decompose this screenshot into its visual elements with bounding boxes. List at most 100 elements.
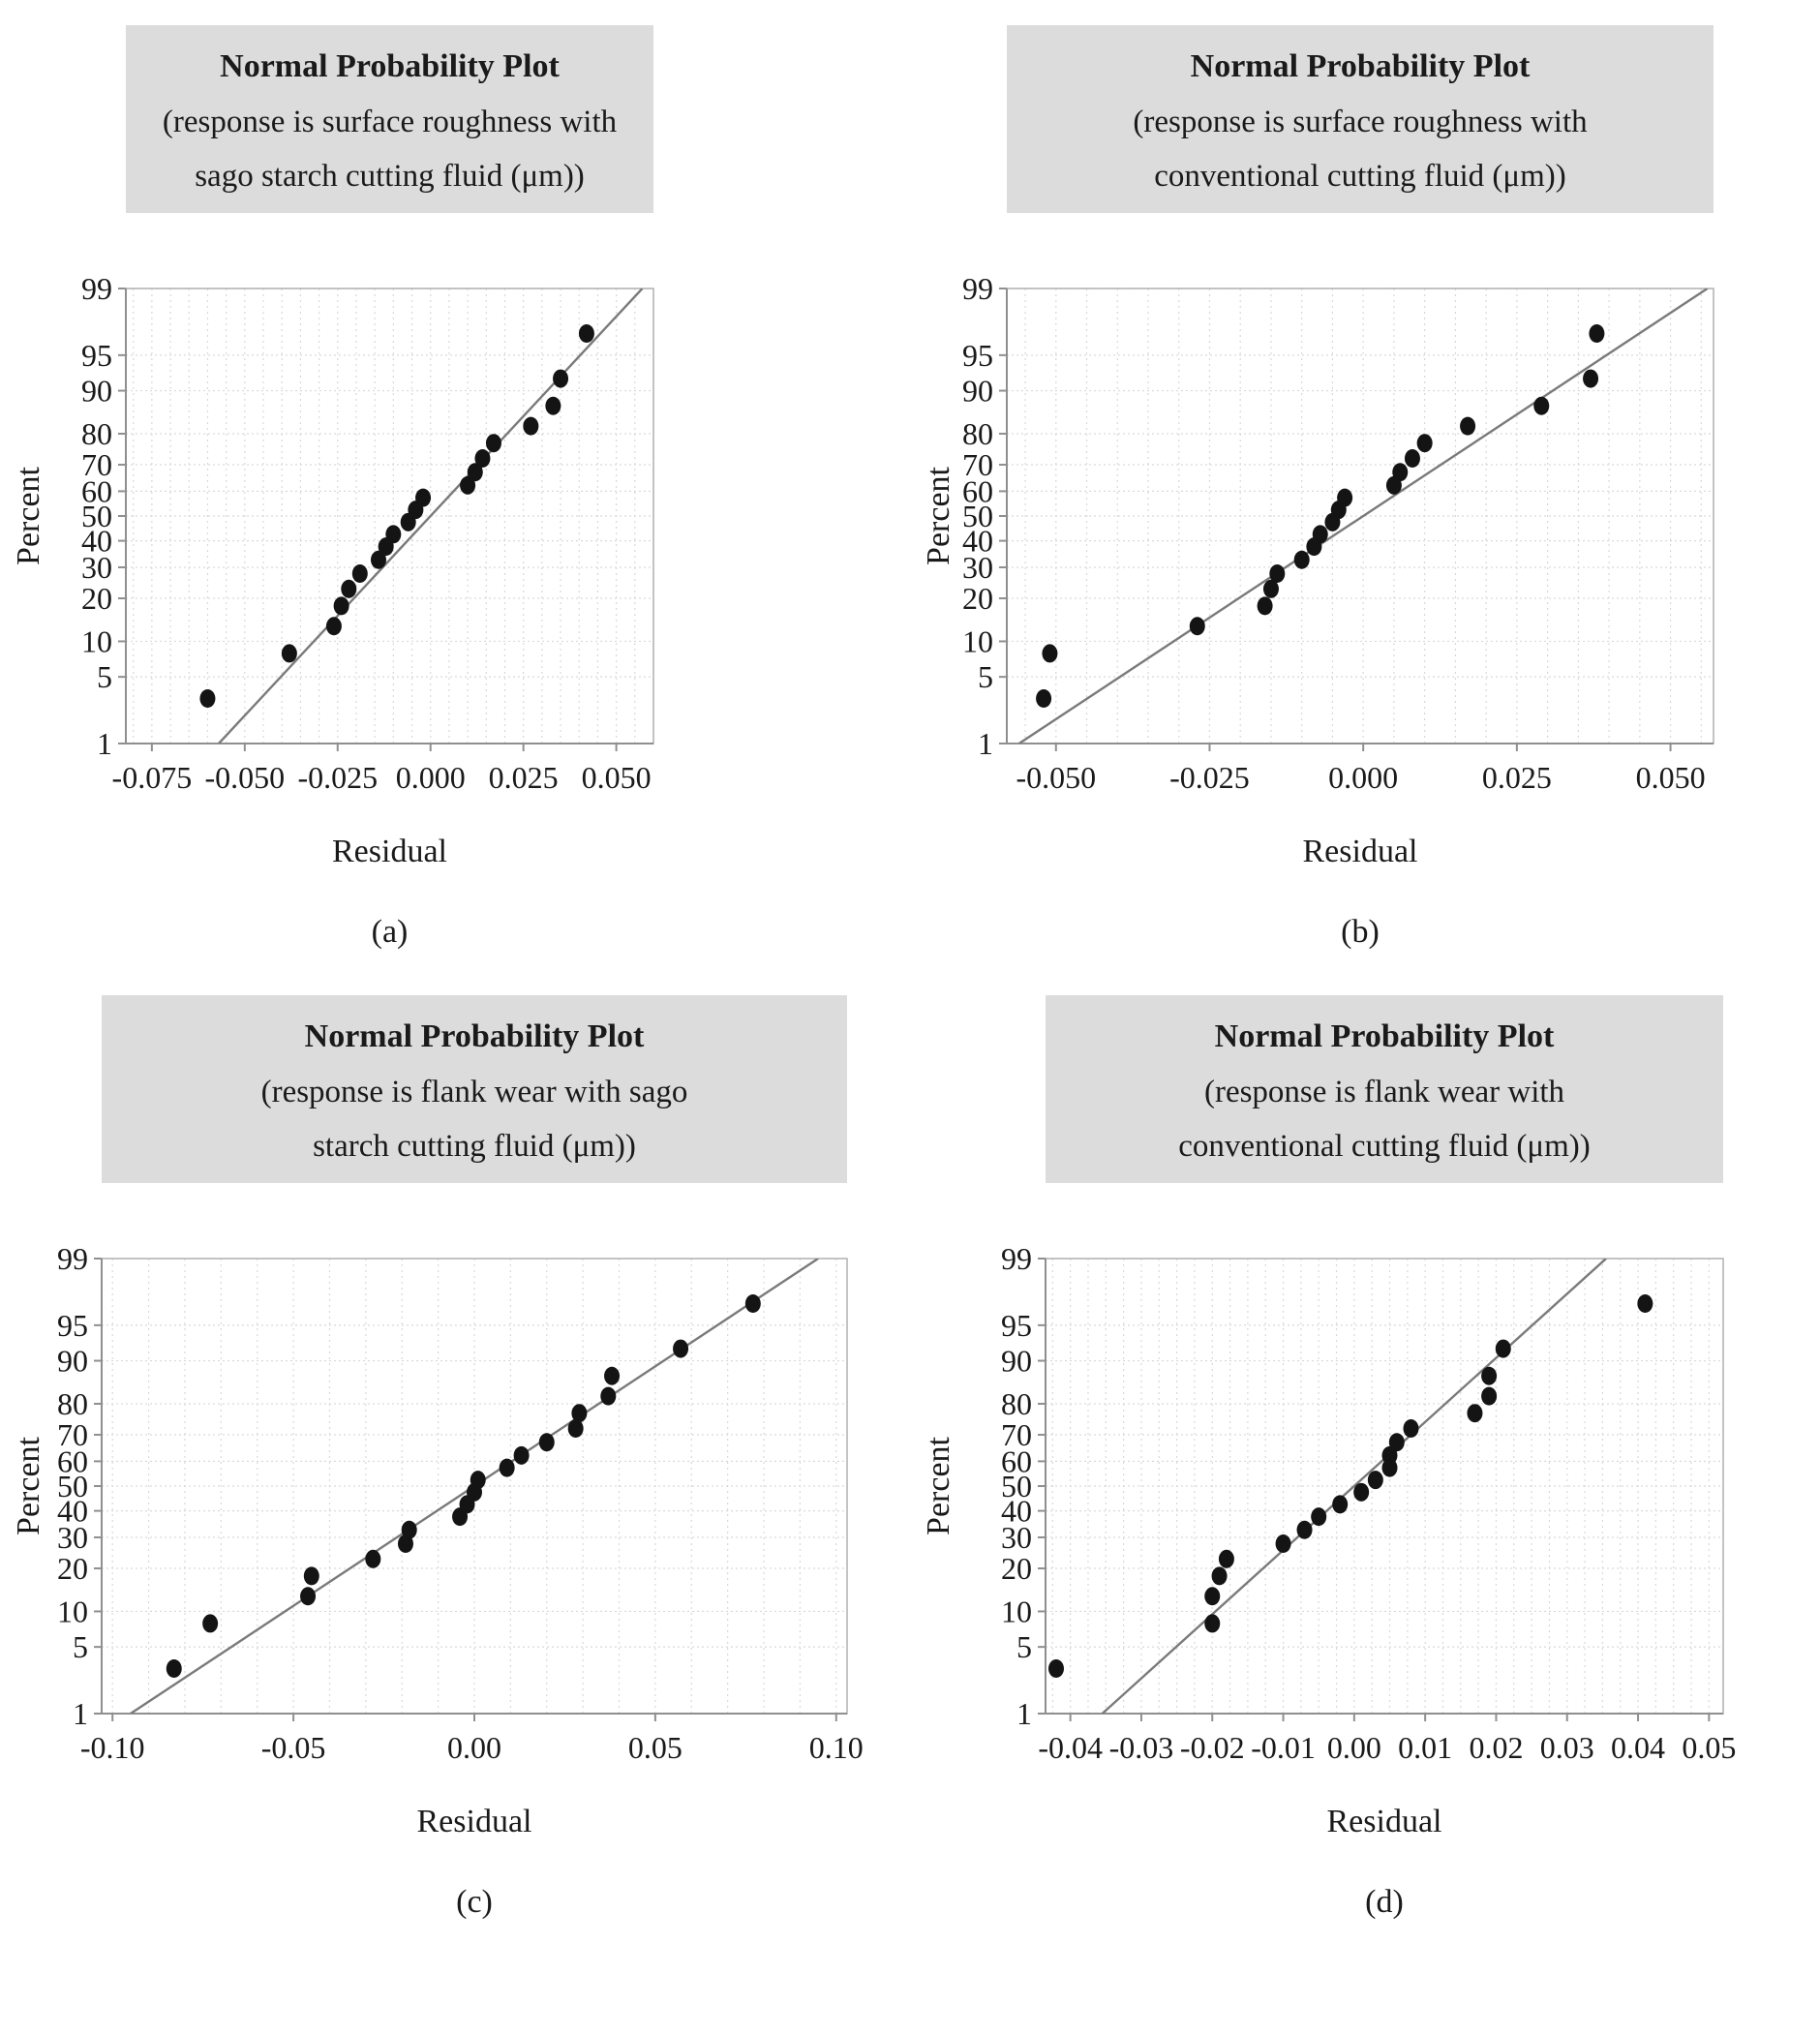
- data-point: [1353, 1482, 1370, 1502]
- data-point: [1533, 396, 1550, 415]
- data-point: [499, 1458, 515, 1477]
- y-tick-label: 95: [962, 338, 993, 373]
- chart-title: Normal Probability Plot: [1214, 1018, 1555, 1054]
- x-tick-label: 0.05: [1682, 1730, 1736, 1765]
- y-axis-title: Percent: [921, 1436, 956, 1535]
- chart-title-box-a: Normal Probability Plot (response is sur…: [126, 25, 653, 213]
- chart-title: Normal Probability Plot: [220, 48, 560, 84]
- data-point: [1218, 1549, 1234, 1568]
- y-tick-label: 50: [962, 499, 993, 533]
- data-point: [571, 1404, 588, 1423]
- chart-subtitle-line2: sago starch cutting fluid (μm)): [195, 159, 585, 194]
- data-point: [1204, 1614, 1221, 1633]
- x-tick-label: -0.050: [204, 760, 285, 795]
- y-tick-label: 95: [57, 1308, 88, 1343]
- y-tick-label: 20: [962, 581, 993, 616]
- chart-subtitle-line2: starch cutting fluid (μm)): [313, 1129, 636, 1164]
- data-point: [365, 1549, 381, 1568]
- y-tick-label: 30: [57, 1520, 88, 1555]
- data-point: [1403, 1419, 1419, 1439]
- data-point: [1211, 1566, 1228, 1586]
- x-tick-label: -0.10: [80, 1730, 145, 1765]
- data-point: [600, 1386, 617, 1406]
- data-point: [1275, 1534, 1291, 1553]
- y-tick-label: 80: [81, 416, 112, 451]
- probability-plot-d: -0.04 -0.03 -0.02 -0.01 0.00 0.01 0.02 0.03 0.04…: [921, 1241, 1736, 1839]
- y-tick-label: 60: [1001, 1443, 1032, 1478]
- chart-title-box-c: Normal Probability Plot (response is fla…: [102, 995, 847, 1183]
- data-points: [199, 323, 594, 709]
- chart-title-box-b: Normal Probability Plot (response is sur…: [1007, 25, 1714, 213]
- y-tick-label: 90: [962, 374, 993, 409]
- chart-subtitle-line2: conventional cutting fluid (μm)): [1154, 159, 1566, 194]
- y-tick-label: 10: [81, 623, 112, 658]
- data-points: [1036, 323, 1605, 709]
- y-tick-label: 30: [81, 550, 112, 585]
- y-tick-label: 40: [57, 1494, 88, 1529]
- data-point: [303, 1566, 319, 1586]
- y-tick-label: 5: [978, 659, 993, 694]
- data-point: [1042, 644, 1058, 663]
- y-tick-label: 40: [1001, 1494, 1032, 1529]
- chart-subtitle-line1: (response is surface roughness with: [162, 105, 618, 139]
- y-tick-label: 30: [962, 550, 993, 585]
- panel-caption-d: (d): [1365, 1884, 1404, 1920]
- panel-b: Normal Probability Plot (response is sur…: [910, 25, 1820, 951]
- data-point: [1036, 689, 1052, 709]
- data-point: [1293, 550, 1310, 569]
- data-point: [485, 434, 501, 453]
- fit-line: [1101, 1259, 1607, 1714]
- x-tick-label: -0.04: [1038, 1730, 1103, 1765]
- data-point: [1332, 1495, 1349, 1514]
- y-tick-label: 70: [962, 447, 993, 482]
- x-tick-label: 0.02: [1469, 1730, 1523, 1765]
- data-point: [300, 1587, 317, 1606]
- x-tick-label: 0.04: [1611, 1730, 1665, 1765]
- y-tick-label: 90: [1001, 1344, 1032, 1379]
- data-point: [370, 550, 386, 569]
- data-point: [604, 1366, 621, 1385]
- y-tick-label: 20: [1001, 1551, 1032, 1586]
- y-tick-label: 1: [97, 726, 112, 761]
- x-tick-label: 0.050: [582, 760, 652, 795]
- data-point: [199, 689, 216, 709]
- data-point: [467, 463, 483, 482]
- x-axis-title: Residual: [332, 834, 447, 869]
- panel-a: Normal Probability Plot (response is sur…: [0, 25, 910, 951]
- y-tick-label: 70: [57, 1417, 88, 1452]
- data-point: [538, 1433, 555, 1452]
- data-point: [1388, 1433, 1405, 1452]
- y-tick-label: 99: [1001, 1241, 1032, 1276]
- y-tick-label: 50: [57, 1469, 88, 1503]
- panel-caption-c: (c): [456, 1884, 493, 1920]
- chart-title-box-d: Normal Probability Plot (response is fla…: [1046, 995, 1723, 1183]
- data-point: [1637, 1293, 1653, 1313]
- data-point: [1381, 1445, 1398, 1465]
- data-point: [578, 323, 594, 343]
- y-tick-label: 60: [962, 473, 993, 508]
- probability-plot-c: -0.10 -0.05 0.00 0.05 0.10 1 510 20304050607080…: [11, 1241, 864, 1839]
- data-point: [1269, 563, 1286, 583]
- data-point: [1311, 1507, 1327, 1527]
- y-tick-label: 80: [57, 1386, 88, 1421]
- data-point: [1262, 579, 1279, 598]
- y-tick-label: 80: [1001, 1386, 1032, 1421]
- x-tick-label: -0.025: [1169, 760, 1250, 795]
- data-point: [325, 617, 342, 636]
- x-tick-label: 0.00: [1327, 1730, 1381, 1765]
- y-tick-label: 99: [57, 1241, 88, 1276]
- data-point: [1467, 1404, 1483, 1423]
- data-point: [1047, 1659, 1064, 1679]
- y-tick-label: 10: [962, 623, 993, 658]
- chart-subtitle-line1: (response is surface roughness with: [1133, 105, 1588, 139]
- chart-subtitle-line2: conventional cutting fluid (μm)): [1178, 1129, 1591, 1164]
- x-tick-label: -0.025: [297, 760, 378, 795]
- x-tick-label: 0.03: [1540, 1730, 1594, 1765]
- data-point: [567, 1419, 584, 1439]
- data-point: [1337, 488, 1353, 507]
- y-tick-label: 1: [1016, 1696, 1032, 1731]
- data-point: [1312, 525, 1328, 544]
- data-point: [415, 488, 432, 507]
- data-point: [673, 1339, 689, 1358]
- data-point: [513, 1445, 530, 1465]
